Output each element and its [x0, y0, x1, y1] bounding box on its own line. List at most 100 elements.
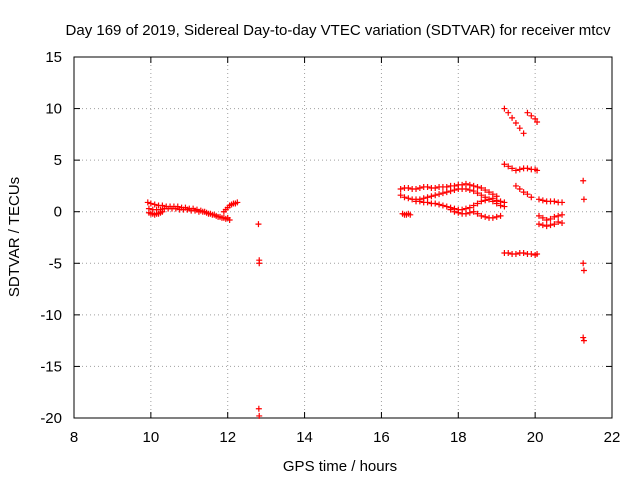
data-point	[551, 213, 558, 220]
data-point	[539, 222, 546, 229]
data-point	[512, 182, 519, 189]
series-arc-p	[535, 219, 566, 230]
series-arc-i	[399, 210, 414, 218]
data-point	[524, 109, 531, 116]
x-tick-label: 8	[70, 429, 78, 446]
data-point	[539, 197, 546, 204]
data-point	[547, 215, 554, 222]
x-tick-label: 12	[219, 429, 236, 446]
series-arc-h	[447, 206, 504, 221]
x-tick-label: 14	[296, 429, 313, 446]
data-point	[255, 221, 262, 228]
data-point	[520, 249, 527, 256]
y-tick-label: -5	[49, 255, 62, 272]
data-point	[447, 188, 454, 195]
data-point	[580, 260, 587, 267]
data-point	[256, 412, 263, 419]
data-point	[432, 192, 439, 199]
data-point	[478, 192, 485, 199]
data-point	[474, 183, 481, 190]
data-point	[539, 214, 546, 221]
data-point	[432, 184, 439, 191]
x-tick-label: 10	[143, 429, 160, 446]
data-point	[482, 187, 489, 194]
data-point	[516, 186, 523, 193]
y-tick-label: 10	[45, 101, 62, 118]
series-arc-j	[501, 105, 541, 137]
data-point	[493, 197, 500, 204]
data-point	[470, 202, 477, 209]
data-point	[474, 200, 481, 207]
data-point	[474, 190, 481, 197]
data-point	[505, 249, 512, 256]
data-point	[493, 213, 500, 220]
chart-title: Day 169 of 2019, Sidereal Day-to-day VTE…	[66, 22, 611, 39]
data-point	[512, 251, 519, 258]
y-tick-label: 0	[54, 204, 62, 221]
data-point	[405, 195, 412, 202]
data-point	[528, 251, 535, 258]
data-point	[470, 182, 477, 189]
series-arc-c	[145, 208, 166, 218]
y-tick-label: 5	[54, 152, 62, 169]
data-point	[159, 202, 166, 209]
data-point	[478, 198, 485, 205]
data-point	[207, 210, 214, 217]
data-point	[478, 184, 485, 191]
data-point	[416, 184, 423, 191]
data-point	[580, 267, 587, 274]
data-point	[509, 114, 516, 121]
series-arc-l	[501, 249, 541, 259]
data-point	[466, 209, 473, 216]
data-point	[559, 199, 566, 206]
data-point	[413, 186, 420, 193]
y-tick-label: 15	[45, 49, 62, 66]
data-point	[451, 208, 458, 215]
data-point	[489, 195, 496, 202]
data-point	[451, 187, 458, 194]
data-point	[424, 183, 431, 190]
data-point	[559, 220, 566, 227]
data-point	[516, 166, 523, 173]
data-point	[462, 186, 469, 193]
data-point	[555, 212, 562, 219]
data-point	[462, 210, 469, 217]
data-point	[509, 165, 516, 172]
data-point	[470, 188, 477, 195]
x-axis-label: GPS time / hours	[283, 458, 397, 475]
data-point	[424, 199, 431, 206]
data-point	[543, 223, 550, 230]
data-points	[144, 105, 587, 419]
data-point	[520, 189, 527, 196]
y-axis-label: SDTVAR / TECUs	[6, 177, 23, 297]
x-tick-label: 16	[373, 429, 390, 446]
data-point	[428, 193, 435, 200]
series-arc-m	[512, 182, 535, 201]
data-point	[551, 198, 558, 205]
data-point	[486, 189, 493, 196]
data-point	[534, 251, 541, 258]
data-point	[528, 194, 535, 201]
series-arc-g	[413, 195, 508, 213]
data-point	[534, 167, 541, 174]
grid	[74, 57, 612, 418]
data-point	[528, 112, 535, 119]
data-point	[501, 161, 508, 168]
data-point	[505, 163, 512, 170]
data-point	[580, 337, 587, 344]
x-tick-label: 18	[450, 429, 467, 446]
axis-ticks: 8 10 12 14 16 18 20 22 -20 -15 -10 -5 0 5 10 15	[40, 49, 620, 446]
data-point	[501, 105, 508, 112]
data-point	[512, 120, 519, 127]
data-point	[255, 405, 262, 412]
data-point	[559, 211, 566, 218]
data-point	[524, 165, 531, 172]
data-point	[159, 208, 166, 215]
data-point	[436, 201, 443, 208]
series-isolated-2	[580, 177, 587, 344]
y-tick-label: -20	[40, 410, 62, 427]
data-point	[424, 194, 431, 201]
data-point	[580, 196, 587, 203]
data-point	[501, 199, 508, 206]
data-point	[551, 221, 558, 228]
